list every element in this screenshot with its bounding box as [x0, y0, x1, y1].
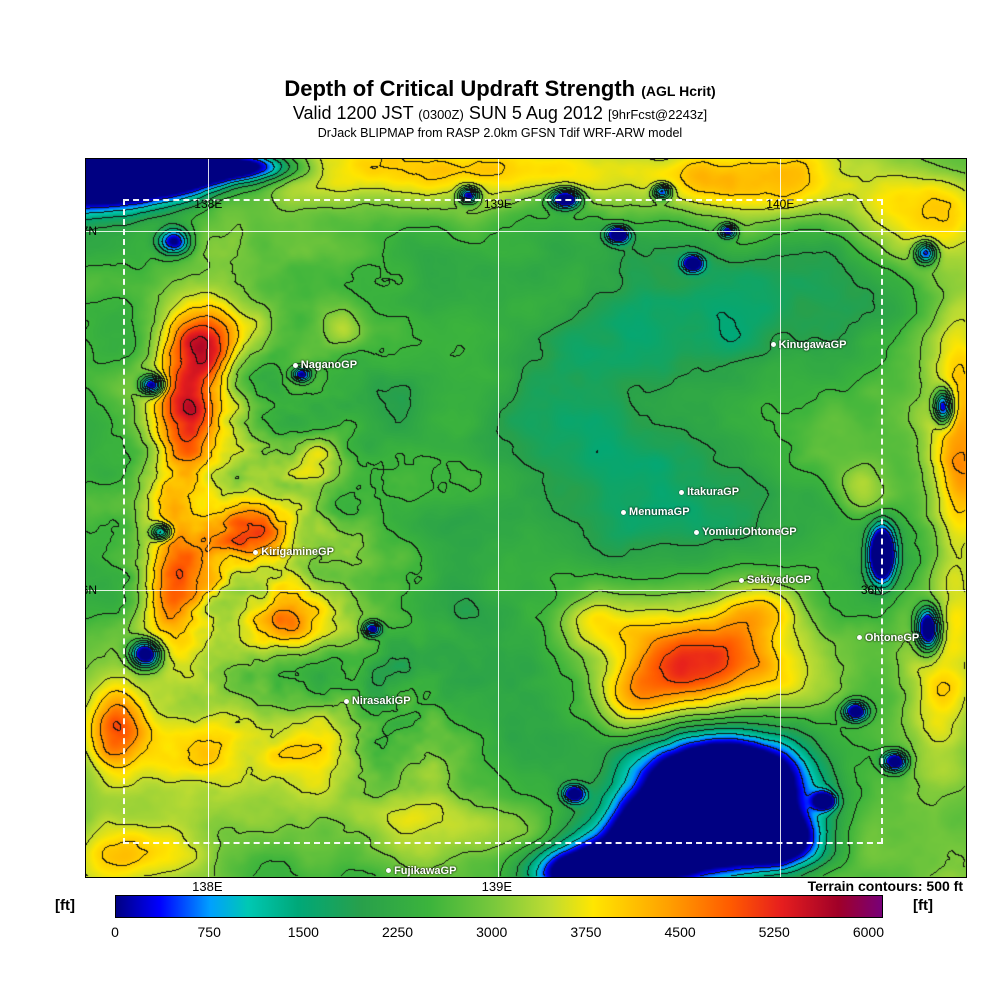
colorbar-unit-right: [ft] — [913, 897, 933, 914]
page-title: Depth of Critical Updraft Strength (AGL … — [0, 76, 1000, 102]
latitude-label: 37N — [86, 223, 98, 238]
site-dot-icon — [694, 529, 700, 535]
colorbar-tick-label: 5250 — [758, 924, 790, 940]
valid-time-line: Valid 1200 JST (0300Z) SUN 5 Aug 2012 [9… — [0, 103, 1000, 124]
latitude-label: 36N — [860, 582, 883, 597]
colorbar-tick-label: 750 — [197, 924, 221, 940]
site-label: FujikawaGP — [394, 864, 457, 877]
title-main: Depth of Critical Updraft Strength — [284, 76, 636, 101]
colorbar-tick-label: 1500 — [287, 924, 319, 940]
site-dot-icon — [292, 362, 298, 368]
site-marker: YomiuriOhtoneGP — [694, 526, 797, 538]
terrain-raster — [86, 159, 966, 877]
latitude-label: 36N — [86, 582, 98, 597]
bottom-longitude-label: 139E — [481, 879, 513, 894]
contour-note: Terrain contours: 500 ft — [807, 878, 963, 894]
site-marker: NirasakiGP — [343, 695, 411, 708]
site-label: YomiuriOhtoneGP — [702, 526, 797, 539]
site-marker: FujikawaGP — [386, 865, 456, 877]
site-label: KinugawaGP — [778, 338, 847, 351]
model-domain-boundary — [122, 199, 883, 844]
longitude-label: 140E — [766, 197, 795, 212]
colorbar-tick-row: 0 750 1500 2250 3000 3750 4500 5250 6000 — [111, 924, 885, 942]
colorbar-tick-label: 3000 — [476, 924, 508, 940]
site-dot-icon — [621, 509, 627, 515]
colorbar-unit-left: [ft] — [55, 897, 75, 914]
forecast-map: 138E 139E 140E 37N 36N 36N NaganoGP KinugawaGP I… — [85, 158, 967, 878]
site-label: SekiyadoGP — [746, 574, 812, 587]
site-dot-icon — [386, 868, 392, 874]
site-dot-icon — [343, 698, 349, 704]
site-marker: KirigamineGP — [253, 546, 334, 558]
site-marker: ItakuraGP — [679, 486, 739, 498]
site-label: OhtoneGP — [864, 631, 920, 644]
longitude-gridline — [208, 159, 210, 877]
latitude-gridline — [86, 230, 966, 232]
title-suffix: (AGL Hcrit) — [641, 83, 716, 99]
site-marker: MenumaGP — [621, 506, 690, 518]
site-dot-icon — [856, 635, 862, 641]
longitude-gridline — [780, 159, 782, 877]
site-marker: KinugawaGP — [770, 338, 847, 351]
site-dot-icon — [738, 577, 744, 583]
valid-date: SUN 5 Aug 2012 — [468, 103, 603, 123]
site-dot-icon — [770, 342, 776, 348]
forecast-tag: [9hrFcst@2243z] — [607, 107, 708, 122]
site-label: NirasakiGP — [351, 695, 411, 708]
colorbar-tick-label: 3750 — [570, 924, 602, 940]
site-label: MenumaGP — [629, 506, 690, 519]
colorbar — [115, 895, 883, 918]
colorbar-tick-label: 2250 — [381, 924, 414, 940]
latitude-gridline — [86, 589, 966, 591]
longitude-label: 139E — [483, 197, 512, 212]
site-label: NaganoGP — [300, 359, 358, 372]
map-overlay: 138E 139E 140E 37N 36N 36N NaganoGP KinugawaGP I… — [86, 159, 966, 877]
colorbar-tick-label: 6000 — [852, 924, 885, 940]
site-dot-icon — [679, 489, 685, 495]
model-info-line: DrJack BLIPMAP from RASP 2.0km GFSN Tdif… — [317, 126, 683, 140]
colorbar-tick-label: 4500 — [664, 924, 696, 940]
valid-prefix: Valid 1200 JST — [292, 103, 414, 123]
site-marker: SekiyadoGP — [738, 574, 812, 587]
longitude-gridline — [497, 159, 499, 877]
site-dot-icon — [253, 549, 259, 555]
colorbar-tick-label: 0 — [111, 924, 119, 940]
site-marker: NaganoGP — [292, 359, 358, 372]
bottom-longitude-label: 138E — [192, 879, 223, 894]
site-marker: OhtoneGP — [856, 631, 920, 644]
title-block: Depth of Critical Updraft Strength (AGL … — [0, 76, 1000, 140]
longitude-label: 138E — [194, 197, 223, 212]
valid-utc: (0300Z) — [418, 107, 464, 122]
map-footer: Terrain contours: 500 ft 138E 139E — [85, 878, 965, 895]
site-label: KirigamineGP — [261, 546, 334, 559]
site-label: ItakuraGP — [687, 486, 740, 499]
